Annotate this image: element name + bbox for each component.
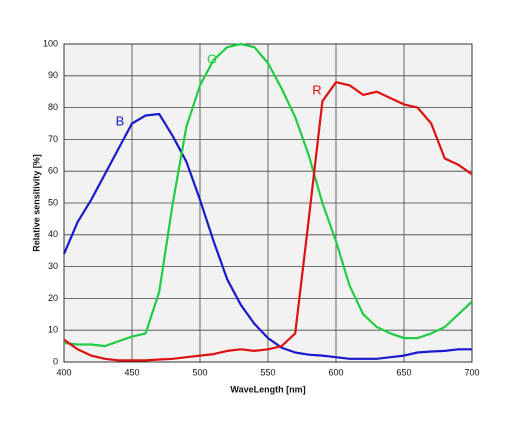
x-tick-label: 700 xyxy=(464,367,479,377)
y-tick-label: 40 xyxy=(48,229,58,239)
series-line xyxy=(63,81,473,362)
series-line xyxy=(62,112,472,360)
series-label: R xyxy=(312,82,321,97)
x-tick-label: 650 xyxy=(396,367,411,377)
y-tick-label: 50 xyxy=(48,197,58,207)
y-tick-label: 60 xyxy=(48,166,58,176)
y-axis-label: Relative sensitivity [%] xyxy=(31,154,41,252)
y-tick-label: 90 xyxy=(48,70,58,80)
x-tick-label: 450 xyxy=(124,367,139,377)
y-tick-label: 20 xyxy=(48,293,58,303)
y-tick-label: 30 xyxy=(48,261,58,271)
y-tick-label: 10 xyxy=(48,325,58,335)
series-label: B xyxy=(116,113,125,128)
x-tick-label: 600 xyxy=(328,367,343,377)
x-tick-label: 550 xyxy=(260,367,275,377)
y-tick-label: 70 xyxy=(48,134,58,144)
y-tick-label: 0 xyxy=(53,356,58,366)
series-line xyxy=(63,42,473,348)
y-tick-label: 100 xyxy=(43,38,58,48)
y-tick-label: 80 xyxy=(48,102,58,112)
x-axis-label: WaveLength [nm] xyxy=(230,384,305,394)
series-label: G xyxy=(207,51,217,66)
x-tick-label: 400 xyxy=(56,367,71,377)
x-tick-label: 500 xyxy=(192,367,207,377)
plot-frame xyxy=(63,43,473,363)
